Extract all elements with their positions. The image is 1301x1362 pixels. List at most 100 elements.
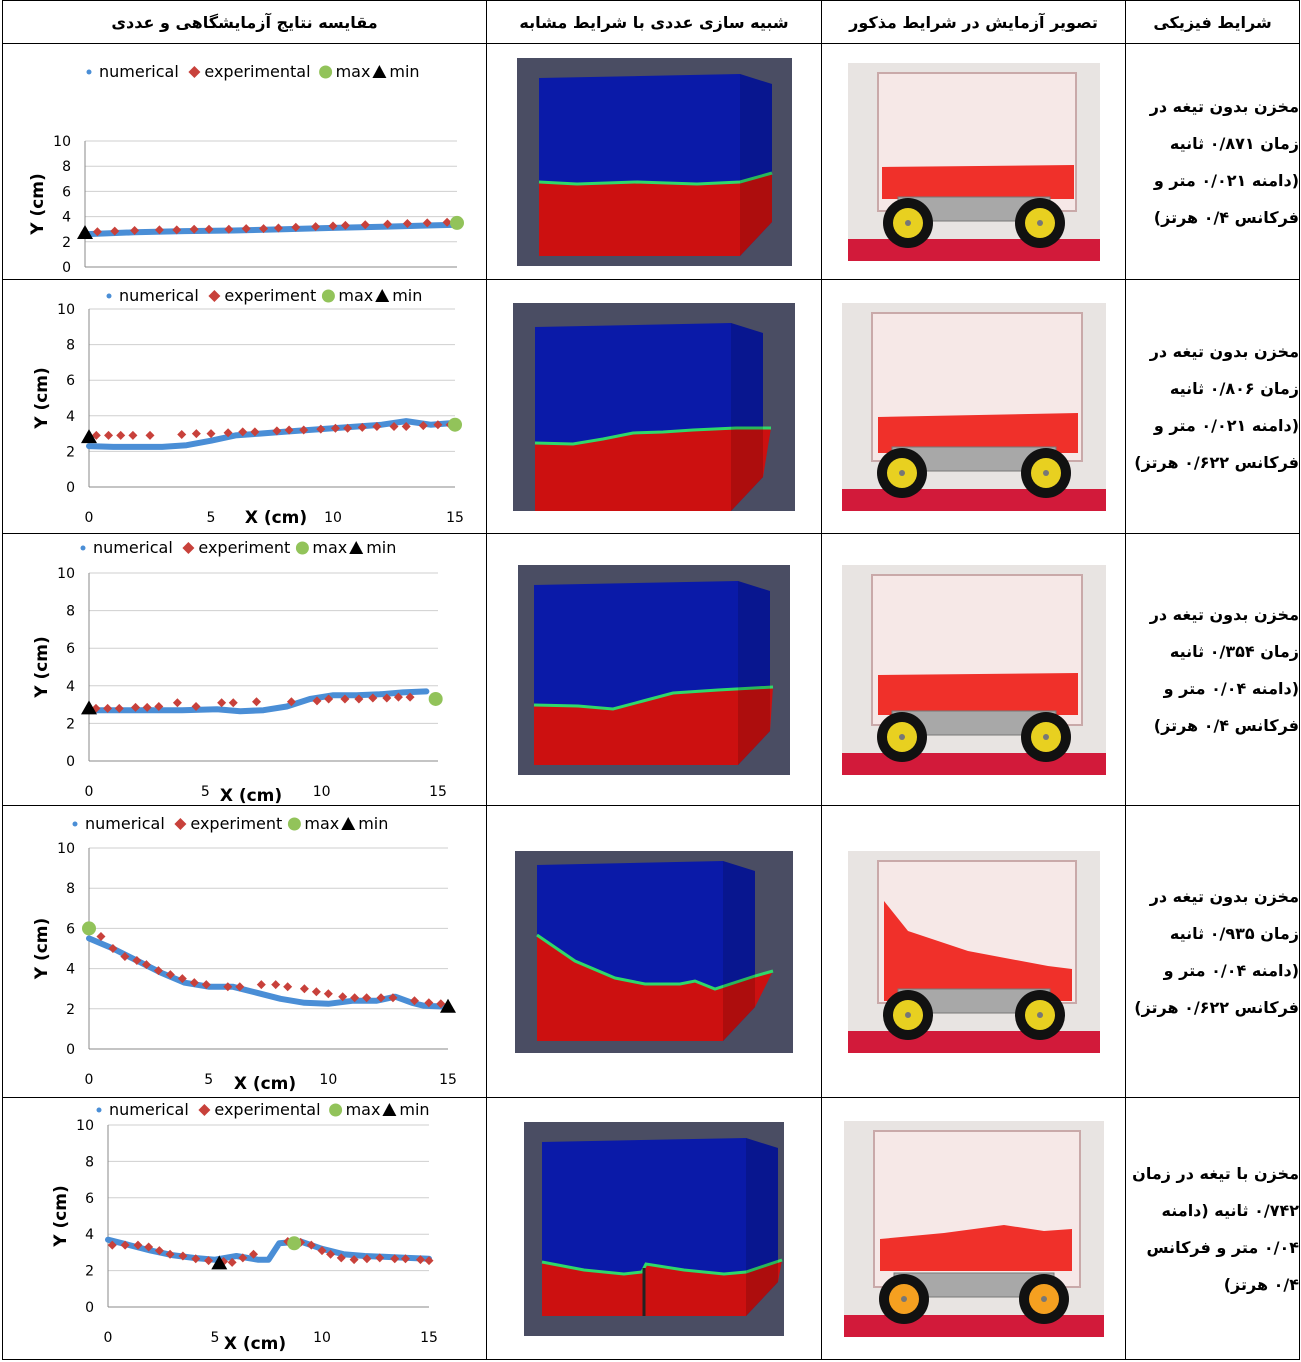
- experimental-point: [372, 421, 382, 431]
- experimental-point: [165, 1249, 175, 1259]
- experimental-point: [131, 702, 141, 712]
- numerical-series-line: [105, 1236, 432, 1263]
- experimental-point: [191, 701, 201, 711]
- experimental-point: [116, 430, 126, 440]
- experimental-point: [154, 1245, 164, 1255]
- condition-text: مخزن بدون تیغه در زمان ۰/۸۷۱ ثانیه (دامن…: [1125, 43, 1300, 280]
- experimental-point: [177, 429, 187, 439]
- wheel-axle: [1040, 1295, 1047, 1302]
- photo-floor: [843, 1314, 1104, 1337]
- experimental-point: [104, 430, 114, 440]
- experimental-point: [306, 1240, 316, 1250]
- experimental-point: [217, 697, 227, 707]
- wheel-axle: [1042, 733, 1049, 740]
- y-tick-label: 2: [66, 716, 75, 732]
- experimental-point: [259, 223, 269, 233]
- legend-marker-max: [319, 65, 333, 78]
- x-axis-label: X (cm): [220, 786, 282, 805]
- y-tick-label: 4: [85, 1227, 94, 1243]
- y-tick-label: 8: [62, 159, 71, 175]
- simulation-liquid-region: [534, 686, 773, 765]
- experimental-point: [291, 222, 301, 232]
- y-tick-label: 4: [66, 678, 75, 694]
- simulation-free-surface: [538, 171, 772, 186]
- wheel-axle: [904, 219, 911, 226]
- chart-cell: 0 2 4 6 8 10 0 5 10 15 X (cm) Y (cm) numerical experi…: [2, 1097, 487, 1360]
- legend-marker-min: [372, 64, 387, 78]
- experimental-point: [120, 951, 130, 961]
- experimental-point: [424, 997, 434, 1007]
- experimental-point: [409, 995, 419, 1005]
- legend-label: min: [358, 814, 388, 833]
- tank-liquid: [881, 164, 1074, 199]
- experimental-point: [191, 428, 201, 438]
- legend-label: max: [346, 1100, 381, 1119]
- wheel-axle: [1042, 469, 1049, 476]
- experimental-point: [376, 992, 386, 1002]
- experimental-point: [141, 959, 151, 969]
- experimental-point: [108, 943, 118, 953]
- chart-legend: numerical experimental max min: [96, 1100, 430, 1119]
- experimental-point: [153, 965, 163, 975]
- legend-marker-min: [382, 1102, 397, 1116]
- y-tick-label: 6: [66, 641, 75, 657]
- experimental-point: [382, 693, 392, 703]
- simulation-free-surface: [536, 933, 774, 991]
- legend-label: min: [366, 538, 396, 557]
- experiment-photo: [841, 564, 1106, 775]
- y-tick-label: 6: [62, 184, 71, 200]
- legend-marker-numerical: [86, 69, 92, 74]
- experimental-point: [389, 421, 399, 431]
- tank-liquid: [877, 672, 1078, 715]
- x-tick-label: 5: [211, 1330, 220, 1346]
- experimental-point: [238, 1252, 248, 1262]
- experimental-point: [283, 981, 293, 991]
- simulation-image: [513, 302, 795, 511]
- x-tick-label: 5: [201, 784, 210, 800]
- condition-text: مخزن بدون تیغه در زمان ۰/۳۵۴ ثانیه (دامن…: [1125, 533, 1300, 806]
- legend-label: min: [389, 62, 419, 81]
- simulation-cell: [486, 533, 822, 806]
- y-tick-label: 4: [62, 209, 71, 225]
- y-axis-label: Y (cm): [32, 917, 52, 980]
- experimental-point: [256, 979, 266, 989]
- x-axis-label: X (cm): [224, 1334, 286, 1354]
- y-tick-label: 2: [66, 1001, 75, 1017]
- experimental-point: [330, 423, 340, 433]
- photo-floor: [847, 1030, 1100, 1053]
- simulation-image: [515, 850, 793, 1053]
- experiment-photo: [843, 1120, 1104, 1337]
- y-tick-label: 6: [66, 921, 75, 937]
- experimental-point: [172, 224, 182, 234]
- legend-marker-min: [375, 288, 390, 302]
- y-tick-label: 0: [62, 260, 71, 276]
- experimental-point: [224, 224, 234, 234]
- legend-marker-min: [341, 816, 356, 830]
- experimental-point: [336, 1252, 346, 1262]
- min-point: [440, 998, 456, 1013]
- experimental-point: [91, 430, 101, 440]
- experimental-point: [204, 224, 214, 234]
- x-tick-label: 10: [313, 1330, 331, 1346]
- y-tick-label: 2: [62, 234, 71, 250]
- experimental-point: [323, 988, 333, 998]
- y-axis-label: Y (cm): [51, 1185, 71, 1248]
- y-tick-label: 10: [57, 841, 75, 857]
- experimental-point: [286, 696, 296, 706]
- x-tick-label: 5: [207, 510, 216, 526]
- legend-label: numerical: [85, 814, 165, 833]
- experimental-point: [206, 428, 216, 438]
- header-physical: شرایط فیزیکی: [1125, 0, 1300, 44]
- experimental-point: [383, 219, 393, 229]
- experimental-point: [360, 219, 370, 229]
- experimental-point: [201, 979, 211, 989]
- experimental-point: [178, 1251, 188, 1261]
